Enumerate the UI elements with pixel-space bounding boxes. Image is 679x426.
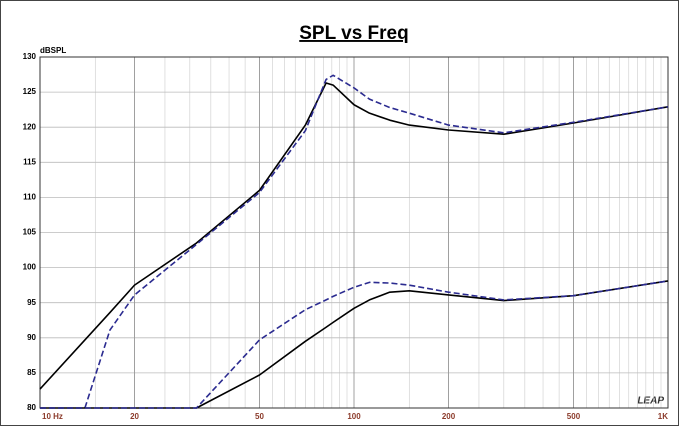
chart-title: SPL vs Freq [299, 23, 408, 44]
y-tick-label: 115 [23, 157, 36, 166]
y-tick-label: 130 [23, 52, 37, 61]
y-tick-label: 125 [23, 87, 37, 96]
y-axis-label: dBSPL [40, 46, 66, 55]
x-tick-label: 100 [347, 412, 361, 421]
y-tick-label: 80 [27, 403, 36, 412]
plot-frame [39, 56, 669, 409]
annotation: LEAP [637, 396, 664, 407]
series-line [40, 280, 669, 409]
x-tick-label: 10 Hz [42, 412, 63, 421]
y-tick-label: 95 [27, 298, 36, 307]
y-tick-label: 90 [27, 333, 36, 342]
x-tick-label: 50 [255, 412, 264, 421]
series-line [40, 74, 669, 409]
series-line [39, 82, 669, 390]
y-tick-label: 110 [23, 193, 36, 202]
y-tick-label: 100 [23, 263, 37, 272]
x-tick-label: 1K [658, 412, 668, 421]
y-tick-label: 105 [23, 228, 37, 237]
y-tick-label: 85 [27, 368, 36, 377]
x-tick-label: 200 [442, 412, 456, 421]
x-tick-label: 500 [567, 412, 581, 421]
y-tick-label: 120 [23, 122, 37, 131]
x-tick-label: 20 [130, 412, 139, 421]
